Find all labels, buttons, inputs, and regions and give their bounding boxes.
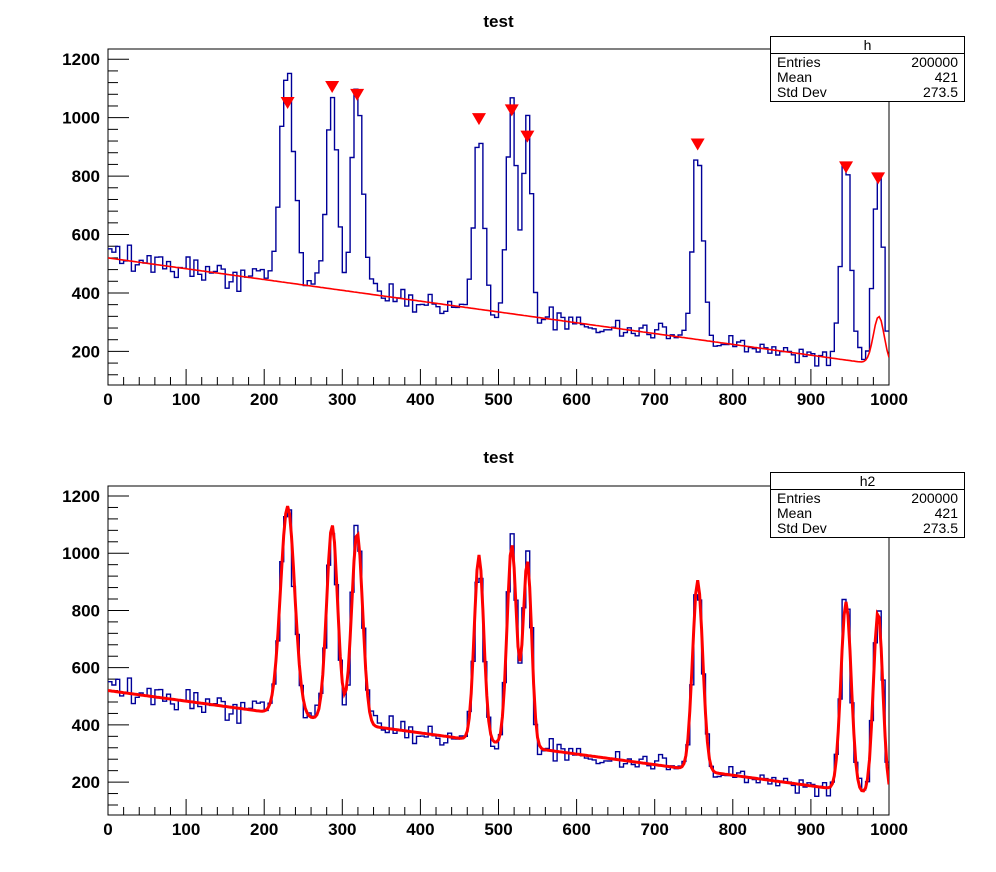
- stats-label: Entries: [777, 54, 821, 70]
- peak-marker-triangle-icon: [471, 113, 486, 126]
- peak-marker-triangle-icon: [325, 80, 340, 93]
- stats-value: 200000: [911, 490, 958, 506]
- pad-top: test 0 100 200 300 400 500 600 700 800 900 1000 200…: [62, 12, 965, 409]
- stats-value: 421: [934, 505, 958, 521]
- stats-row: Mean 421: [771, 70, 964, 85]
- stats-label: Std Dev: [777, 520, 827, 536]
- x-tick-label: 100: [172, 390, 200, 409]
- fit-curve: [108, 505, 889, 793]
- y-tick-label: 800: [72, 601, 100, 620]
- stats-row: Std Dev 273.5: [771, 521, 964, 536]
- x-tick-label: 300: [328, 390, 356, 409]
- peak-marker-triangle-icon: [350, 88, 365, 101]
- stats-label: Mean: [777, 505, 813, 521]
- x-tick-label: 500: [484, 390, 512, 409]
- stats-histogram-name: h2: [771, 473, 964, 490]
- stats-label: Entries: [777, 490, 821, 506]
- x-tick-label: 0: [103, 820, 112, 839]
- y-tick-label: 800: [72, 167, 100, 186]
- x-tick-label: 400: [406, 820, 434, 839]
- stats-row: Entries 200000: [771, 55, 964, 70]
- x-tick-label: 300: [328, 820, 356, 839]
- x-tick-label: 500: [484, 820, 512, 839]
- y-axis: 200 400 600 800 1000 1200: [62, 50, 129, 376]
- peak-marker-triangle-icon: [280, 97, 295, 110]
- stats-label: Mean: [777, 69, 813, 85]
- stats-row: Entries 200000: [771, 491, 964, 506]
- stats-rows: Entries 200000 Mean 421 Std Dev 273.5: [771, 490, 964, 537]
- x-tick-label: 200: [250, 390, 278, 409]
- x-tick-label: 100: [172, 820, 200, 839]
- x-tick-label: 600: [562, 820, 590, 839]
- stats-row: Std Dev 273.5: [771, 85, 964, 100]
- y-tick-label: 1200: [62, 487, 100, 506]
- stats-value: 200000: [911, 54, 958, 70]
- y-tick-label: 400: [72, 284, 100, 303]
- stats-value: 421: [934, 69, 958, 85]
- pad-title: test: [483, 12, 514, 31]
- x-tick-label: 400: [406, 390, 434, 409]
- x-tick-label: 600: [562, 390, 590, 409]
- pad-title: test: [483, 448, 514, 467]
- x-tick-label: 1000: [870, 820, 908, 839]
- peak-markers: [280, 80, 886, 185]
- x-tick-label: 1000: [870, 390, 908, 409]
- peak-marker-triangle-icon: [690, 138, 705, 151]
- pad-bottom: test 0 100 200 300 400 500 600 700 800 900 1000 200…: [0, 436, 996, 872]
- stats-box-h2: h2 Entries 200000 Mean 421 Std Dev 273.5: [770, 472, 965, 538]
- stats-label: Std Dev: [777, 84, 827, 100]
- peak-marker-triangle-icon: [839, 161, 854, 174]
- y-tick-label: 1000: [62, 109, 100, 128]
- y-axis: 200 400 600 800 1000 1200: [62, 487, 129, 806]
- y-tick-label: 400: [72, 716, 100, 735]
- y-tick-label: 600: [72, 659, 100, 678]
- plot-area-h: 0 100 200 300 400 500 600 700 800 900 1000 200 400 60…: [62, 48, 908, 409]
- histogram-line: [108, 72, 889, 367]
- background-curve: [108, 257, 889, 363]
- y-tick-label: 200: [72, 773, 100, 792]
- histogram-line: [108, 509, 889, 797]
- x-axis: 0 100 200 300 400 500 600 700 800 900 1000: [103, 369, 908, 409]
- peak-marker-triangle-icon: [871, 172, 886, 185]
- x-tick-label: 0: [103, 390, 112, 409]
- y-tick-label: 1200: [62, 50, 100, 69]
- plot-area-h2: 0 100 200 300 400 500 600 700 800 900 1000 200 400 60…: [62, 485, 908, 839]
- y-tick-label: 600: [72, 226, 100, 245]
- y-tick-label: 1000: [62, 544, 100, 563]
- stats-histogram-name: h: [771, 37, 964, 54]
- x-tick-label: 200: [250, 820, 278, 839]
- stats-box-h: h Entries 200000 Mean 421 Std Dev 273.5: [770, 36, 965, 102]
- x-axis: 0 100 200 300 400 500 600 700 800 900 1000: [103, 799, 908, 839]
- stats-value: 273.5: [922, 520, 958, 536]
- stats-value: 273.5: [922, 84, 958, 100]
- stats-rows: Entries 200000 Mean 421 Std Dev 273.5: [771, 54, 964, 101]
- x-tick-label: 700: [641, 390, 669, 409]
- peak-marker-triangle-icon: [520, 130, 535, 143]
- x-tick-label: 800: [719, 390, 747, 409]
- peak-marker-triangle-icon: [504, 104, 519, 117]
- x-tick-label: 700: [641, 820, 669, 839]
- x-tick-label: 900: [797, 390, 825, 409]
- x-tick-label: 800: [719, 820, 747, 839]
- stats-row: Mean 421: [771, 506, 964, 521]
- x-tick-label: 900: [797, 820, 825, 839]
- y-tick-label: 200: [72, 342, 100, 361]
